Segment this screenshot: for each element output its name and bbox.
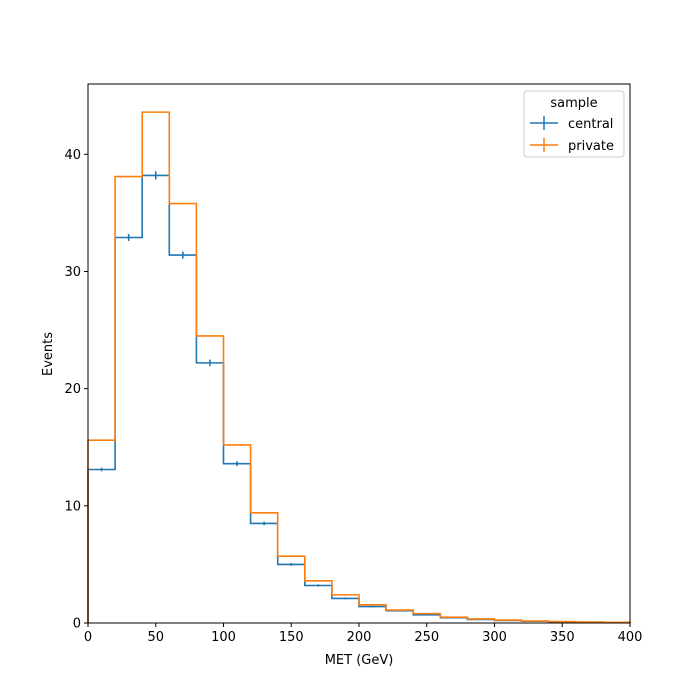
x-tick-label: 0 (84, 630, 92, 645)
series-layer (87, 111, 631, 624)
y-tick-label: 10 (64, 499, 81, 514)
legend-box (523, 90, 625, 158)
x-tick-label: 150 (279, 630, 304, 645)
x-tick-label: 200 (347, 630, 372, 645)
x-axis: 0 50 100 150 200 250 300 350 400 (84, 623, 643, 645)
y-tick-label: 40 (64, 148, 81, 163)
x-tick-label: 250 (414, 630, 439, 645)
legend-label-private: private (568, 139, 614, 154)
legend-entry-private: private (530, 138, 614, 154)
legend: sample central private (523, 90, 625, 158)
x-tick-label: 50 (147, 630, 164, 645)
x-tick-label: 100 (211, 630, 236, 645)
y-tick-label: 0 (73, 617, 81, 632)
y-axis: 0 10 20 30 40 (64, 148, 88, 632)
legend-title: sample (550, 96, 597, 111)
series-private (87, 111, 631, 624)
legend-entry-central: central (530, 116, 613, 132)
x-tick-label: 400 (618, 630, 643, 645)
y-tick-label: 30 (64, 265, 81, 280)
series-step-line-private (87, 111, 631, 624)
x-tick-label: 350 (550, 630, 575, 645)
y-axis-label: Events (41, 332, 56, 376)
x-tick-label: 300 (482, 630, 507, 645)
x-axis-label: MET (GeV) (325, 653, 394, 668)
legend-label-central: central (568, 117, 613, 132)
y-tick-label: 20 (64, 382, 81, 397)
